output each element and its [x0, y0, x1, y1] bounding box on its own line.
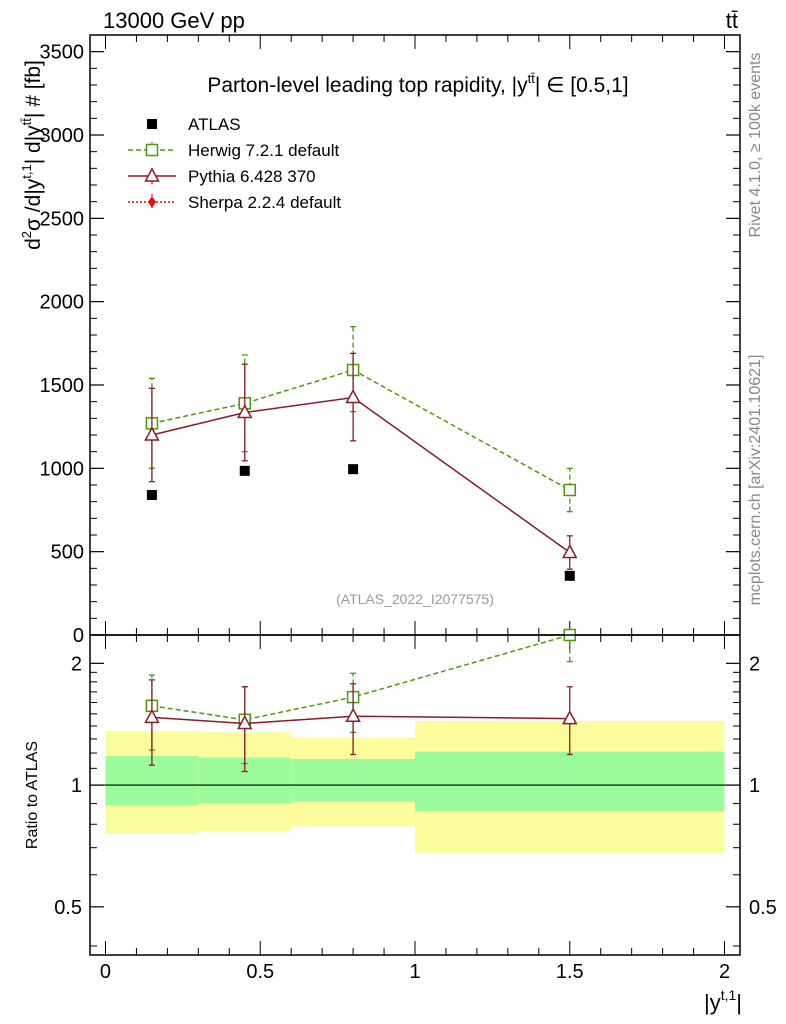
ratio-ticks: 0.5 0.5 1 1 2 2 0 0.5 1 1.5 2: [54, 635, 777, 983]
legend-label: Pythia 6.428 370: [188, 167, 316, 186]
x-tick-label: 0.5: [246, 961, 274, 983]
ratio-series-line: [151, 634, 570, 721]
x-tick-label: 2: [719, 961, 730, 983]
y-tick-label: 3000: [40, 125, 85, 147]
x-tick-label: 1: [409, 961, 420, 983]
data-point: [562, 543, 578, 559]
ratio-series-line: [151, 715, 570, 725]
x-tick-label: 0: [100, 961, 111, 983]
x-axis-label: |yt,1|: [704, 987, 742, 1015]
data-point: [239, 465, 250, 476]
uncertainty-band-inner: [291, 758, 415, 802]
watermark: (ATLAS_2022_I2077575): [336, 591, 494, 607]
data-point: [348, 464, 359, 475]
legend-label: ATLAS: [188, 115, 241, 134]
ratio-y-tick-label-right: 0.5: [749, 897, 777, 919]
data-point: [144, 426, 160, 441]
legend: ATLAS Herwig 7.2.1 default Pythia 6.428 37…: [128, 115, 341, 212]
y-tick-label: 1000: [40, 458, 85, 480]
process-label: tt̄: [726, 8, 738, 33]
y-tick-label: 1500: [40, 375, 85, 397]
ratio-frame: [89, 634, 741, 956]
y-tick-label: 2000: [40, 292, 85, 314]
main-ticks: 0 500 1000 1500 2000 2500 3000 3500: [40, 35, 740, 647]
legend-marker: [144, 167, 160, 182]
ratio-y-tick-label-right: 2: [749, 653, 760, 675]
ratio-y-tick-label-left: 1: [71, 775, 82, 797]
legend-marker: [147, 119, 157, 129]
data-point: [564, 570, 575, 581]
series-line: [151, 369, 571, 491]
ratio-y-tick-label-right: 1: [749, 775, 760, 797]
y-tick-label: 2500: [40, 208, 85, 230]
mcplots-label: mcplots.cern.ch [arXiv:2401.10621]: [747, 355, 764, 606]
ratio-y-tick-label-left: 2: [71, 653, 82, 675]
legend-label: Sherpa 2.2.4 default: [188, 193, 341, 212]
main-title: Parton-level leading top rapidity, |ytt̄…: [207, 71, 628, 97]
x-tick-label: 1.5: [556, 961, 584, 983]
ratio-data-point: [562, 710, 578, 725]
data-point: [146, 490, 157, 500]
ratio-data: [144, 628, 578, 773]
legend-marker: [148, 196, 156, 208]
ratio-bands: [90, 721, 740, 853]
ratio-panel: 0.5 0.5 1 1 2 2 0 0.5 1 1.5 2 Ratio to ATLAS |yt,1…: [24, 628, 777, 1015]
data-point: [563, 483, 577, 497]
ratio-data-point: [144, 708, 160, 724]
energy-label: 13000 GeV pp: [103, 8, 245, 33]
data-point: [345, 388, 361, 404]
data-point: [237, 403, 253, 419]
y-tick-label: 0: [73, 625, 84, 647]
main-panel: 0 500 1000 1500 2000 2500 3000 3500 Parton-leve…: [19, 34, 741, 647]
main-data: [144, 326, 578, 581]
legend-marker: [145, 143, 159, 157]
ratio-y-tick-label-left: 0.5: [54, 897, 82, 919]
series-line: [151, 396, 571, 554]
y-tick-label: 3500: [40, 42, 85, 64]
legend-label: Herwig 7.2.1 default: [188, 141, 339, 160]
ratio-data-point: [237, 714, 253, 730]
ratio-ylabel: Ratio to ATLAS: [24, 741, 41, 849]
ratio-data-point: [345, 707, 361, 722]
rivet-version-label: Rivet 4.1.0, ≥ 100k events: [747, 53, 764, 238]
y-tick-label: 500: [51, 542, 84, 564]
uncertainty-band-inner: [415, 751, 725, 812]
main-ylabel: d2σ /d|yt,1| d|ytt̄| # [fb]: [19, 60, 45, 250]
